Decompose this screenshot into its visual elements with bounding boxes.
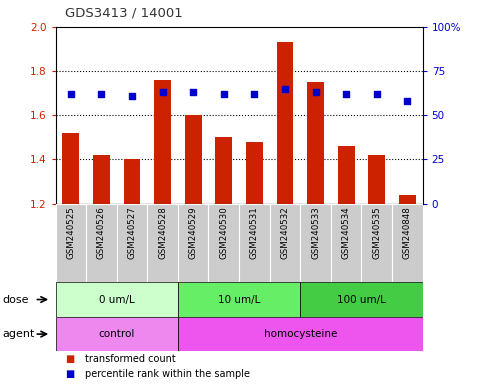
Text: GSM240525: GSM240525 <box>66 207 75 260</box>
Bar <box>178 204 209 282</box>
Point <box>403 98 411 104</box>
Text: GSM240529: GSM240529 <box>189 207 198 259</box>
Bar <box>300 204 331 282</box>
Point <box>67 91 75 97</box>
Text: GSM240528: GSM240528 <box>158 207 167 260</box>
Text: ■: ■ <box>65 354 74 364</box>
Bar <box>300 282 423 317</box>
Text: transformed count: transformed count <box>85 354 175 364</box>
Bar <box>62 133 79 204</box>
Point <box>189 89 197 95</box>
Bar <box>399 195 416 204</box>
Text: homocysteine: homocysteine <box>264 329 337 339</box>
Text: GSM240532: GSM240532 <box>281 207 289 260</box>
Text: GSM240527: GSM240527 <box>128 207 137 260</box>
Point <box>312 89 319 95</box>
Text: GSM240530: GSM240530 <box>219 207 228 260</box>
Text: 100 um/L: 100 um/L <box>337 295 386 305</box>
Bar <box>178 282 300 317</box>
Point <box>98 91 105 97</box>
Bar <box>124 159 141 204</box>
Bar <box>277 42 293 204</box>
Bar <box>178 317 423 351</box>
Text: GSM240533: GSM240533 <box>311 207 320 260</box>
Point <box>220 91 227 97</box>
Bar <box>117 204 147 282</box>
Text: 0 um/L: 0 um/L <box>99 295 135 305</box>
Text: GSM240534: GSM240534 <box>341 207 351 260</box>
Text: agent: agent <box>2 329 35 339</box>
Text: GSM240848: GSM240848 <box>403 207 412 260</box>
Bar <box>331 204 361 282</box>
Bar <box>86 204 117 282</box>
Bar <box>215 137 232 204</box>
Point <box>342 91 350 97</box>
Bar <box>338 146 355 204</box>
Bar <box>185 115 201 204</box>
Text: GSM240535: GSM240535 <box>372 207 381 260</box>
Bar <box>56 282 178 317</box>
Text: dose: dose <box>2 295 29 305</box>
Text: control: control <box>99 329 135 339</box>
Bar <box>239 204 270 282</box>
Bar <box>56 204 86 282</box>
Bar <box>392 204 423 282</box>
Bar <box>93 155 110 204</box>
Bar <box>270 204 300 282</box>
Text: GSM240526: GSM240526 <box>97 207 106 260</box>
Bar <box>307 82 324 204</box>
Text: 10 um/L: 10 um/L <box>218 295 260 305</box>
Text: GDS3413 / 14001: GDS3413 / 14001 <box>65 6 183 19</box>
Bar <box>147 204 178 282</box>
Point <box>373 91 381 97</box>
Text: GSM240531: GSM240531 <box>250 207 259 260</box>
Point <box>281 86 289 92</box>
Text: ■: ■ <box>65 369 74 379</box>
Text: percentile rank within the sample: percentile rank within the sample <box>85 369 250 379</box>
Bar <box>361 204 392 282</box>
Bar <box>246 142 263 204</box>
Point <box>251 91 258 97</box>
Bar <box>154 80 171 204</box>
Bar <box>369 155 385 204</box>
Bar <box>56 317 178 351</box>
Point <box>128 93 136 99</box>
Point <box>159 89 167 95</box>
Bar <box>209 204 239 282</box>
